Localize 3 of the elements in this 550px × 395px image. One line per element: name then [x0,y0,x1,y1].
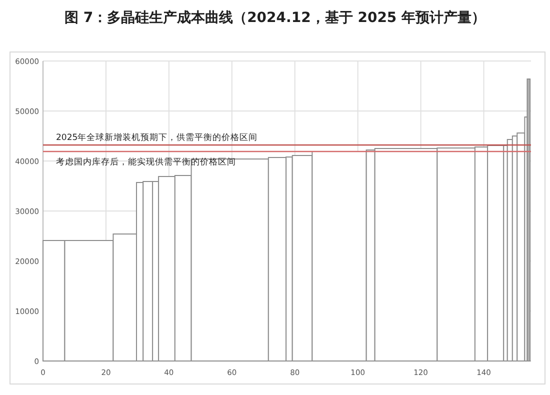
ref-line-label: 2025年全球新增装机预期下，供需平衡的价格区间 [56,132,258,143]
chart-title: 图 7：多晶硅生产成本曲线（2024.12，基于 2025 年预计产量） [64,9,486,26]
ref-line-label: 考虑国内库存后，能实现供需平衡的价格区间 [56,156,236,168]
